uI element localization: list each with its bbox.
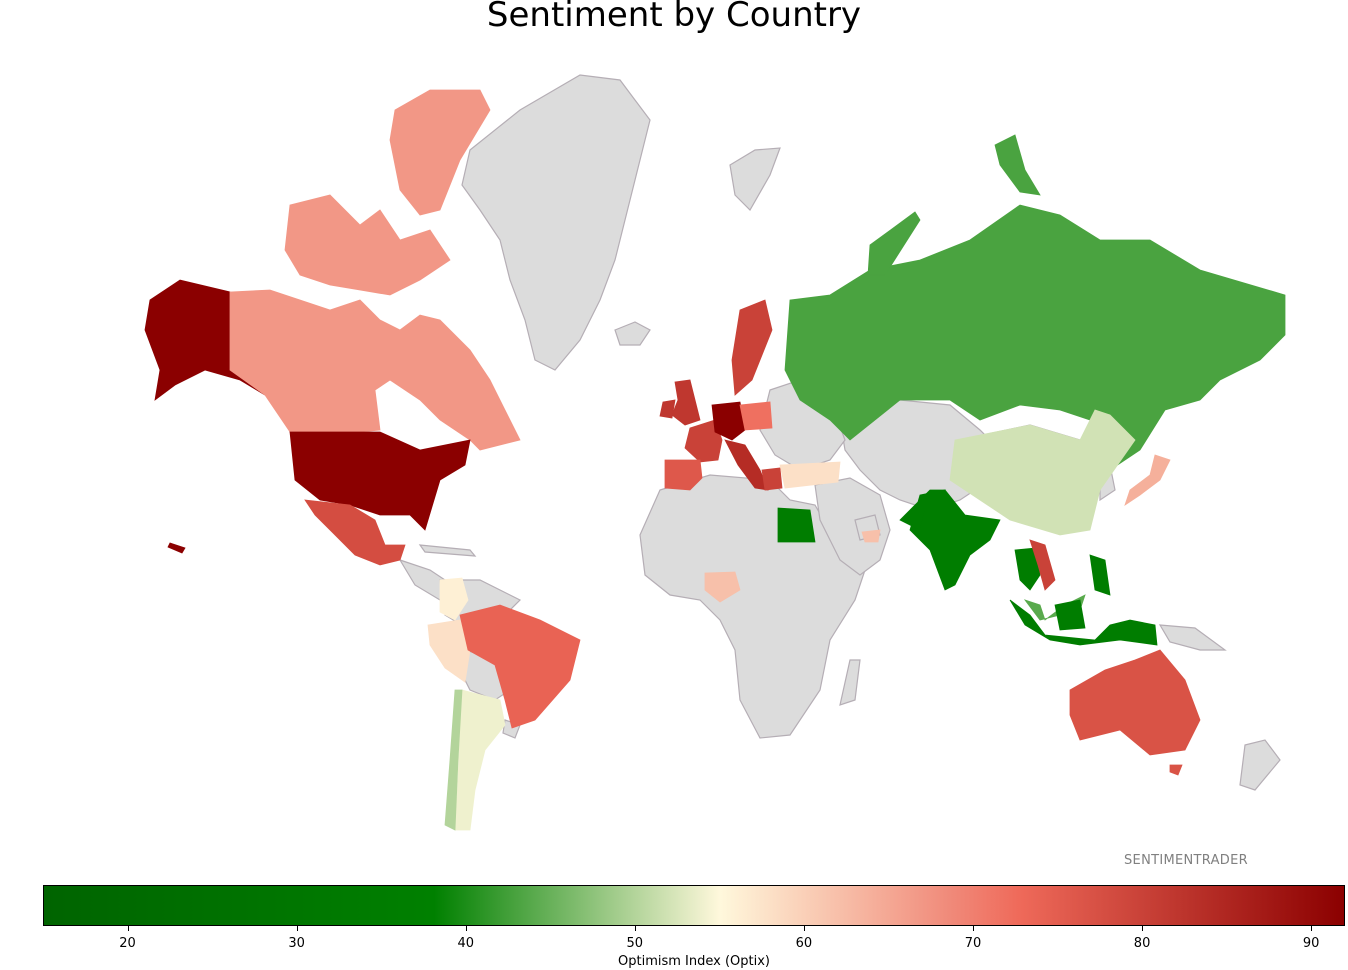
colorbar-tick-label: 30: [288, 936, 305, 951]
turkey-shape: [779, 461, 841, 489]
colorbar: [43, 885, 1345, 926]
argentina-shape: [454, 689, 506, 831]
colorbar-tick-label: 70: [964, 936, 982, 951]
colorbar-tick-mark: [634, 926, 636, 931]
india-shape: [909, 489, 1001, 591]
middle-east-shape: [814, 477, 891, 576]
colorbar-tick-mark: [973, 926, 974, 931]
russia-north-island-shape: [867, 211, 921, 276]
colorbar-tick-label: 40: [457, 936, 474, 951]
ireland-shape: [659, 399, 676, 419]
germany-shape: [711, 401, 746, 441]
mexico-shape: [304, 499, 406, 566]
peru-shape: [427, 619, 471, 683]
sweden-shape: [731, 299, 773, 396]
colorbar-tick-mark: [127, 926, 129, 931]
colorbar-tick-mark: [1311, 926, 1313, 931]
indonesia-shape: [1009, 599, 1158, 646]
hawaii-shape: [167, 542, 186, 554]
greenland-shape: [461, 74, 651, 371]
colorbar-tick-label: 80: [1133, 936, 1151, 951]
colorbar-tick-mark: [296, 926, 298, 931]
colorbar-gradient: [44, 886, 1344, 925]
colorbar-tick-mark: [803, 926, 805, 931]
novaya-zemlya-shape: [994, 134, 1041, 196]
canada-shape: [229, 289, 521, 451]
new-zealand-shape: [1239, 739, 1281, 791]
map-title: Sentiment by Country: [486, 0, 862, 35]
poland-shape: [739, 401, 773, 431]
new-guinea-shape: [1158, 624, 1227, 651]
colorbar-tick-mark: [465, 926, 467, 931]
tasmania-shape: [1169, 764, 1183, 776]
colorbar-tick-mark: [1142, 926, 1144, 931]
world-map: [144, 74, 1286, 831]
russia-shape: [784, 204, 1286, 471]
watermark: SENTIMENTRADER: [1124, 853, 1248, 868]
greece-shape: [761, 467, 783, 491]
iceland-shape: [614, 321, 651, 346]
alaska-shape: [144, 279, 266, 401]
australia-shape: [1069, 649, 1201, 756]
canada-islands-shape: [284, 194, 451, 296]
colombia-shape: [439, 577, 469, 621]
uae-shape: [861, 529, 881, 543]
vietnam-shape: [1029, 539, 1056, 591]
borneo-shape: [1054, 599, 1086, 631]
colorbar-tick-label: 50: [626, 936, 644, 951]
uk-shape: [671, 379, 701, 426]
philippines-shape: [1089, 554, 1111, 596]
nigeria-shape: [704, 571, 741, 603]
malaysia-shape: [1023, 594, 1086, 621]
usa-shape: [289, 431, 471, 531]
colorbar-tick-label: 20: [119, 936, 136, 951]
svalbard-shape: [729, 147, 781, 211]
madagascar-shape: [839, 659, 861, 706]
colorbar-label: Optimism Index (Optix): [618, 954, 770, 969]
canada-arctic-shape: [389, 89, 491, 216]
spain-shape: [664, 459, 703, 491]
brazil-shape: [459, 604, 581, 729]
colorbar-tick-label: 90: [1302, 936, 1320, 951]
colorbar-tick-label: 60: [795, 936, 813, 951]
thailand-shape: [1014, 547, 1041, 591]
china-shape: [949, 409, 1136, 536]
caribbean-shape: [418, 544, 477, 557]
chile-shape: [444, 689, 463, 831]
japan-shape: [1124, 454, 1171, 506]
pakistan-shape: [899, 489, 946, 531]
egypt-shape: [777, 507, 816, 543]
